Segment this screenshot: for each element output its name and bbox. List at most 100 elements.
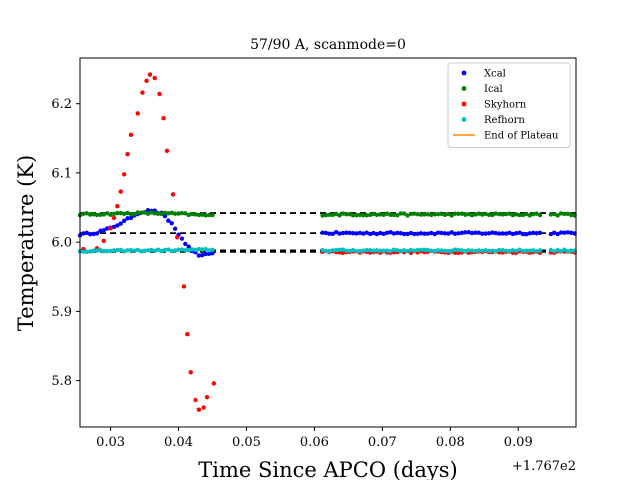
skyhorn-point xyxy=(118,189,123,194)
skyhorn-point xyxy=(185,332,190,337)
refhorn-point xyxy=(401,248,407,253)
refhorn-point xyxy=(118,247,123,253)
xcal-point xyxy=(115,223,120,228)
ical-point xyxy=(456,211,461,217)
ical-point xyxy=(500,212,505,217)
ical-point xyxy=(469,212,475,218)
refhorn-point xyxy=(405,248,410,254)
xcal-point xyxy=(524,231,529,237)
refhorn-point xyxy=(473,248,478,254)
ical-point xyxy=(142,210,147,215)
ical-point xyxy=(118,210,123,216)
ical-point xyxy=(374,212,380,218)
skyhorn-point xyxy=(211,381,217,386)
refhorn-point xyxy=(442,248,448,253)
ical-point xyxy=(364,213,369,218)
refhorn-point xyxy=(361,248,366,253)
xcal-point xyxy=(517,230,522,235)
refhorn-point xyxy=(435,248,441,253)
refhorn-point xyxy=(98,247,103,253)
ical-point xyxy=(483,211,488,217)
ical-point xyxy=(162,210,168,216)
refhorn-point xyxy=(135,247,140,253)
xcal-point xyxy=(473,230,478,235)
ical-point xyxy=(435,211,441,217)
refhorn-point xyxy=(530,248,536,253)
refhorn-point xyxy=(398,248,403,254)
refhorn-point xyxy=(371,248,376,253)
ical-point xyxy=(81,211,86,217)
xcal-point xyxy=(552,230,557,235)
refhorn-point xyxy=(395,248,400,253)
ical-point xyxy=(408,211,414,217)
ical-point xyxy=(125,210,130,216)
refhorn-point xyxy=(193,247,198,253)
xcal-point xyxy=(555,231,560,237)
refhorn-point xyxy=(323,248,329,254)
xcal-point xyxy=(118,221,123,226)
xcal-point xyxy=(405,231,410,237)
legend-marker xyxy=(461,86,467,91)
ical-point xyxy=(517,212,522,218)
skyhorn-point xyxy=(161,116,166,121)
ical-point xyxy=(135,210,140,215)
legend: Xcal Ical Skyhorn Refhorn End of Plateau xyxy=(447,62,571,148)
ical-point xyxy=(486,212,492,218)
refhorn-point xyxy=(497,247,502,253)
xcal-point xyxy=(425,231,431,236)
ical-point xyxy=(121,211,127,217)
ical-point xyxy=(401,211,407,216)
refhorn-point xyxy=(186,247,191,253)
legend-label: Skyhorn xyxy=(484,100,527,111)
ical-point xyxy=(115,210,120,216)
refhorn-point xyxy=(534,249,539,254)
ical-point xyxy=(463,212,468,217)
refhorn-point xyxy=(456,247,461,253)
x-tick-label: 0.04 xyxy=(164,435,193,450)
ical-point xyxy=(398,211,403,216)
ical-point xyxy=(524,211,529,217)
ical-point xyxy=(391,212,397,218)
plot-area xyxy=(77,72,577,412)
ical-point xyxy=(476,211,482,216)
refhorn-point xyxy=(569,248,574,253)
ical-point xyxy=(548,212,554,217)
ical-point xyxy=(189,211,195,217)
refhorn-point xyxy=(347,248,352,253)
xcal-point xyxy=(84,230,89,235)
ical-point xyxy=(530,212,536,217)
x-tick-label: 0.03 xyxy=(96,435,125,450)
refhorn-point xyxy=(101,248,106,254)
xcal-point xyxy=(344,230,349,235)
refhorn-point xyxy=(111,248,117,253)
refhorn-point xyxy=(429,248,434,254)
ical-point xyxy=(108,212,113,217)
legend-label: Refhorn xyxy=(484,115,525,126)
ical-point xyxy=(361,212,366,218)
xcal-point xyxy=(503,231,509,236)
xcal-point xyxy=(530,230,536,236)
xcal-point xyxy=(469,230,475,236)
legend-marker xyxy=(461,101,467,107)
refhorn-point xyxy=(203,247,208,252)
refhorn-point xyxy=(172,248,178,253)
ical-point xyxy=(565,211,571,217)
ical-point xyxy=(210,212,215,218)
refhorn-point xyxy=(503,248,509,254)
xcal-point xyxy=(497,231,502,236)
refhorn-point xyxy=(432,248,437,254)
refhorn-point xyxy=(206,248,212,253)
skyhorn-point xyxy=(204,395,210,400)
ical-point xyxy=(558,211,564,216)
refhorn-point xyxy=(524,248,529,253)
ical-point xyxy=(446,211,451,217)
refhorn-point xyxy=(159,248,164,254)
ical-point xyxy=(507,211,512,216)
xcal-point xyxy=(429,230,434,236)
xcal-point xyxy=(537,230,543,235)
xcal-point xyxy=(94,231,100,236)
refhorn-point xyxy=(548,247,554,253)
ical-point xyxy=(354,213,359,218)
xcal-point xyxy=(179,236,185,241)
xcal-point xyxy=(374,231,380,237)
